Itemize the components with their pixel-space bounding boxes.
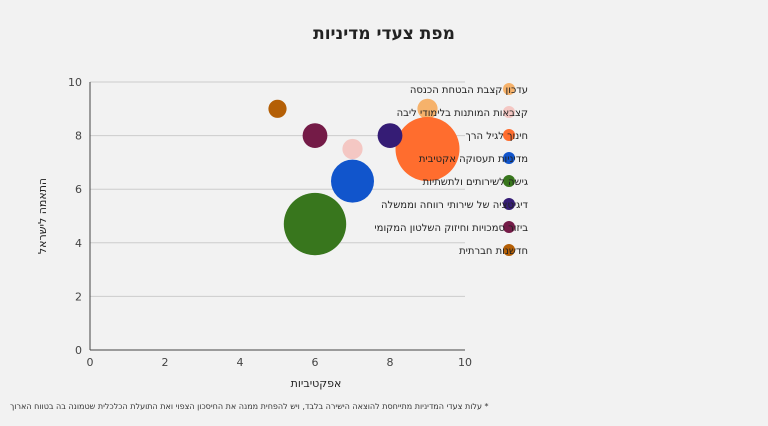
legend-label: מדיניות תעסוקה אקטיבית [419,154,528,165]
y-tick-label: 0 [75,344,82,357]
legend-label: עדכון קצבת הבטחת הכנסה [410,85,528,96]
y-axis-label: התאמה לישראל [36,178,49,254]
bubble-point [302,123,328,148]
y-tick-label: 10 [68,76,82,89]
legend-marker [503,129,515,141]
footnote: * עלות צעדי המדיניות מתייחסת להוצאה הישי… [10,402,489,411]
legend-marker [503,198,515,210]
x-tick-label: 8 [387,356,394,369]
x-tick-label: 4 [237,356,244,369]
legend-marker [503,83,515,95]
x-tick-label: 0 [87,356,94,369]
legend-marker [503,244,515,256]
x-tick-label: 2 [162,356,169,369]
bubble-point [268,99,287,118]
legend-marker [503,106,515,118]
legend-label: ביזור סמכויות וחיזוק השלטון המקומי [374,223,528,234]
chart-frame [6,6,762,420]
bubble-point [377,123,403,148]
legend-label: קצבאות המותנות בלימודי ליבה [397,108,528,119]
y-tick-label: 8 [75,130,82,143]
y-tick-label: 2 [75,290,82,303]
bubble-point [342,138,363,160]
chart-title: מפת צעדי מדיניות [313,24,455,44]
legend-label: דיגיטציה של שירותי רווחה וממשלה [381,200,529,211]
bubble-point [331,159,374,203]
tick-labels: 0 2 4 6 8 10 0 2 4 6 8 10 [68,76,472,369]
bubble-point [417,98,438,119]
legend: עדכון קצבת הבטחת הכנסה קצבאות המותנות בלי… [374,83,529,257]
y-tick-label: 4 [75,237,82,250]
legend-label: חדשנות חברתית [459,246,528,257]
legend-label: גישה לשירותים ולתשתיות [423,177,528,188]
bubble-point [283,192,347,256]
bubbles [268,98,460,256]
x-axis-label: אפקטיביות [291,377,342,390]
legend-marker [503,152,515,164]
legend-marker [503,175,515,187]
x-tick-label: 6 [312,356,319,369]
grid-lines [89,81,465,351]
y-tick-label: 6 [75,183,82,196]
bubble-point [395,117,460,181]
legend-marker [503,221,515,233]
legend-label: חינוך לגיל הרך [466,131,529,142]
x-tick-label: 10 [458,356,472,369]
